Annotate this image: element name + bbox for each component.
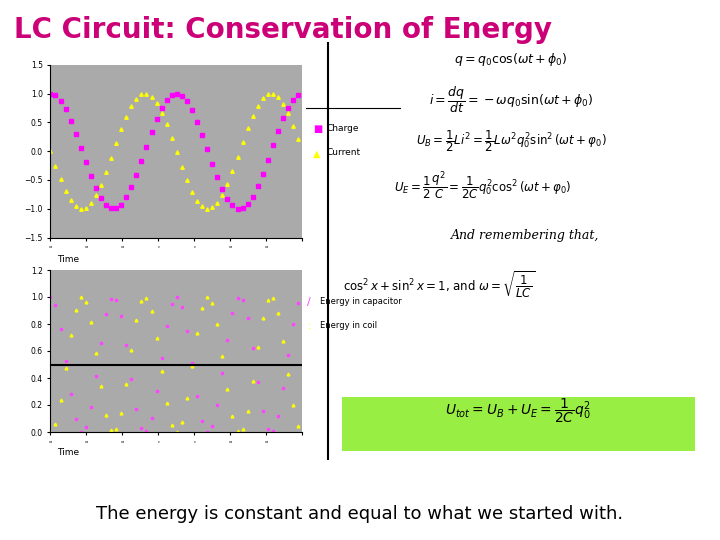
Text: :: : xyxy=(307,321,311,332)
X-axis label: Time: Time xyxy=(57,255,79,264)
Text: $q = q_0\cos(\omega t + \phi_0)$: $q = q_0\cos(\omega t + \phi_0)$ xyxy=(454,51,568,68)
Text: $i = \dfrac{dq}{dt} = -\omega q_0\sin(\omega t + \phi_0)$: $i = \dfrac{dq}{dt} = -\omega q_0\sin(\o… xyxy=(429,84,593,114)
Text: Charge: Charge xyxy=(326,124,359,133)
Text: The energy is constant and equal to what we started with.: The energy is constant and equal to what… xyxy=(96,505,624,523)
Text: Current: Current xyxy=(326,148,360,158)
Text: $U_B = \dfrac{1}{2}Li^2 = \dfrac{1}{2}L\omega^2 q_0^2\sin^2(\omega t + \varphi_0: $U_B = \dfrac{1}{2}Li^2 = \dfrac{1}{2}L\… xyxy=(416,129,606,154)
X-axis label: Time: Time xyxy=(57,448,79,457)
Text: ▲: ▲ xyxy=(313,148,320,159)
Text: /: / xyxy=(307,297,311,307)
Text: ■: ■ xyxy=(313,124,323,134)
Text: $U_{tot} = U_B + U_E = \dfrac{1}{2C}q_0^2$: $U_{tot} = U_B + U_E = \dfrac{1}{2C}q_0^… xyxy=(446,396,591,424)
Text: Energy in capacitor: Energy in capacitor xyxy=(320,297,402,306)
Text: Energy in coil: Energy in coil xyxy=(320,321,377,330)
Text: LC Circuit: Conservation of Energy: LC Circuit: Conservation of Energy xyxy=(14,16,552,44)
Text: And remembering that,: And remembering that, xyxy=(451,230,600,242)
Text: $U_E = \dfrac{1}{2}\dfrac{q^2}{C} = \dfrac{1}{2C}q_0^2\cos^2(\omega t + \varphi_: $U_E = \dfrac{1}{2}\dfrac{q^2}{C} = \dfr… xyxy=(394,170,571,202)
Text: $\cos^2 x + \sin^2 x = 1$, and $\omega = \sqrt{\dfrac{1}{LC}}$: $\cos^2 x + \sin^2 x = 1$, and $\omega =… xyxy=(343,270,535,300)
